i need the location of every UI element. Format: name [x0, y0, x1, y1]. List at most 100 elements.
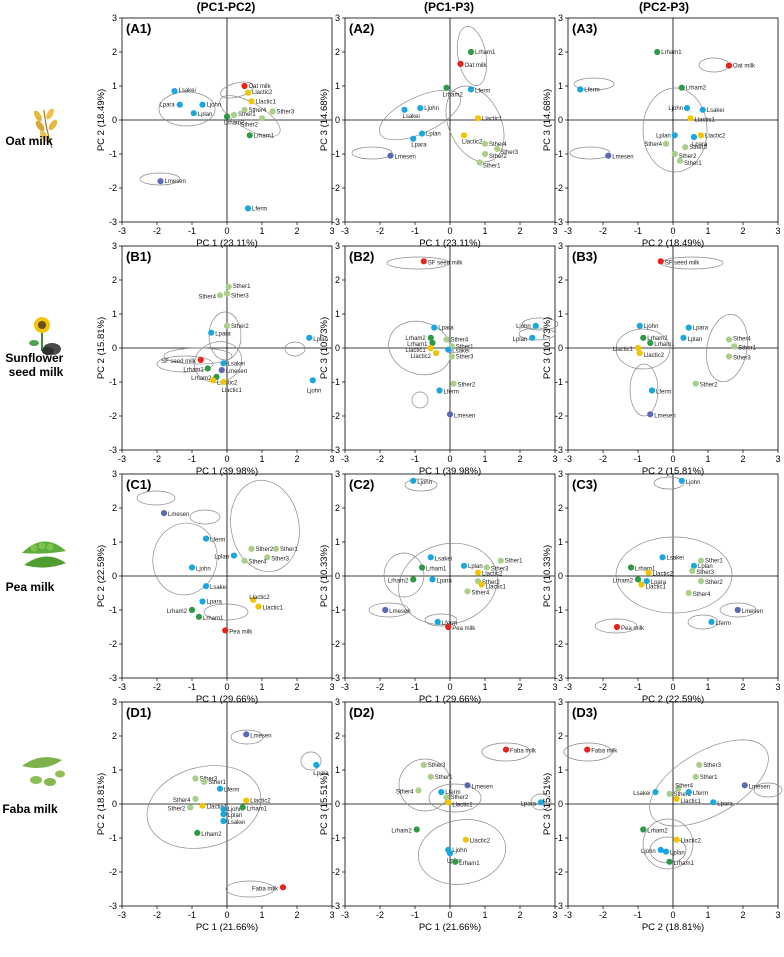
group-ellipse [158, 91, 216, 127]
group-ellipse [642, 818, 694, 870]
point-lrham2 [194, 829, 201, 837]
point-sther1 [230, 111, 238, 118]
point-lsakei [220, 360, 227, 367]
point-label-sther1: Sther1 [208, 780, 226, 786]
point-lferm [685, 789, 692, 796]
group-ellipse [653, 476, 685, 490]
point-sther2 [697, 578, 705, 585]
group-ellipse [163, 347, 233, 365]
point-label-sther4: Sther4 [733, 337, 751, 343]
y-tick-label: -3 [332, 901, 340, 911]
point-label-lpara: Lpara [692, 142, 708, 148]
y-axis-label: PC 2 (15.81%) [96, 317, 107, 379]
group-ellipse [642, 87, 708, 173]
point-label-pea-milk: Pea milk [229, 629, 253, 635]
point-sf-seed-milk [420, 258, 427, 265]
point-label-sther3: Sther3 [733, 356, 751, 362]
x-tick-label: 3 [775, 226, 780, 236]
point-ljohn [636, 322, 643, 329]
group-ellipse [146, 765, 262, 849]
y-tick-label: -3 [109, 445, 117, 455]
point-lsakei [220, 817, 227, 825]
point-lrham1 [239, 804, 246, 811]
point-pea-milk [445, 623, 452, 631]
point-label-lplan: Lplan [513, 337, 528, 343]
point-llactic1 [474, 115, 482, 122]
faba-bean-icon [22, 757, 65, 786]
point-lpara [176, 101, 183, 108]
y-axis-label: PC 2 (18.81%) [96, 773, 107, 835]
y-tick-label: 0 [112, 799, 117, 809]
group-ellipse [386, 256, 450, 270]
point-lplan [446, 850, 454, 857]
point-llactic2 [645, 569, 652, 576]
group-ellipse [225, 880, 275, 898]
point-label-llactic2: Llactic2 [653, 572, 674, 578]
panel-label: (B3) [572, 249, 597, 264]
point-label-sther2: Sther2 [451, 795, 469, 801]
x-tick-label: 3 [329, 910, 334, 920]
y-tick-label: -2 [555, 639, 563, 649]
point-label-lpara: Lpara [159, 103, 175, 109]
group-ellipse [629, 363, 659, 417]
point-label-lsakei: Lsakei [179, 88, 196, 94]
point-sther4 [464, 588, 471, 595]
sunflower-icon [29, 317, 61, 355]
point-label-llactic1: Llactic1 [222, 388, 243, 394]
y-tick-label: 1 [335, 81, 340, 91]
x-tick-label: 1 [482, 454, 487, 464]
y-tick-label: -2 [555, 411, 563, 421]
point-label-sther1: Sther1 [700, 775, 718, 781]
point-label-sther3: Sther3 [277, 110, 295, 116]
point-label-sther4: Sther4 [249, 108, 267, 114]
x-tick-label: -3 [118, 454, 126, 464]
point-label-lplan: Lplan [688, 337, 703, 343]
point-label-lpara: Lpara [207, 600, 223, 606]
y-tick-label: -1 [109, 605, 117, 615]
x-axis-label: PC 2 (18.81%) [642, 922, 704, 933]
point-label-llactic1: Llactic1 [452, 802, 473, 808]
x-tick-label: 1 [705, 910, 710, 920]
x-tick-label: -3 [564, 910, 572, 920]
point-label-sther3: Sther3 [703, 763, 721, 769]
y-axis-label: PC 2 (18.49%) [96, 89, 107, 151]
point-sther4 [662, 140, 670, 147]
point-sther1 [731, 343, 738, 350]
point-label-lrham2: Lrham2 [201, 832, 222, 838]
point-label-llactic1: Llactic1 [695, 117, 716, 123]
group-ellipse [230, 479, 300, 573]
panel-label: (D1) [126, 705, 151, 720]
y-tick-label: 3 [558, 697, 563, 707]
point-lrham2 [640, 334, 647, 341]
point-sther3 [483, 564, 490, 571]
point-label-lferm: Lferm [475, 88, 490, 94]
x-tick-label: -2 [153, 682, 161, 692]
y-tick-label: -3 [332, 445, 340, 455]
x-tick-label: 3 [329, 682, 334, 692]
x-tick-label: 2 [294, 454, 299, 464]
point-label-lrham2: Lrham2 [613, 578, 634, 584]
point-label-lpara: Lpara [215, 332, 231, 338]
point-label-lmesen: Lmesen [250, 733, 271, 739]
point-pea-milk [222, 627, 229, 634]
point-sther4 [241, 106, 248, 113]
point-lrham1 [647, 339, 654, 346]
point-label-sther3: Sther3 [500, 150, 518, 156]
y-tick-label: 0 [112, 571, 117, 581]
point-label-sther3: Sther3 [200, 777, 218, 783]
point-lferm [708, 618, 715, 626]
point-label-ljohn: Ljohn [686, 480, 701, 486]
group-ellipse [368, 602, 410, 618]
point-lpara [429, 576, 436, 583]
y-tick-label: 3 [335, 13, 340, 23]
point-lferm [648, 387, 656, 394]
point-label-faba-milk: Faba milk [252, 886, 279, 892]
y-axis-label: PC 3 (15.51%) [319, 773, 330, 835]
point-label-llactic2: Llactic2 [250, 799, 271, 805]
point-lsakei [171, 88, 178, 95]
y-tick-label: -2 [109, 183, 117, 193]
x-tick-label: 1 [705, 226, 710, 236]
point-sther3 [689, 567, 696, 575]
